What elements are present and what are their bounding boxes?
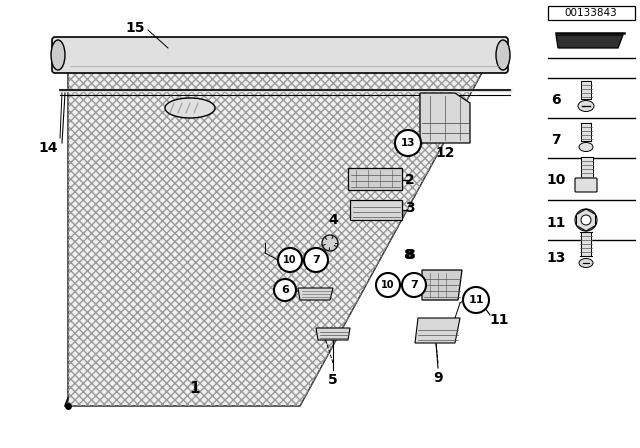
- Ellipse shape: [575, 209, 597, 231]
- FancyBboxPatch shape: [52, 37, 508, 73]
- Text: 7: 7: [410, 280, 418, 290]
- Text: 11: 11: [547, 216, 566, 230]
- Polygon shape: [415, 318, 460, 343]
- FancyBboxPatch shape: [548, 6, 635, 20]
- Text: 8: 8: [403, 248, 413, 262]
- Polygon shape: [68, 58, 490, 406]
- Text: 6: 6: [281, 285, 289, 295]
- Ellipse shape: [496, 40, 510, 70]
- Text: 00133843: 00133843: [564, 8, 618, 18]
- FancyBboxPatch shape: [581, 123, 591, 141]
- Text: 10: 10: [547, 173, 566, 187]
- Text: 1: 1: [189, 380, 200, 396]
- Text: 4: 4: [328, 213, 338, 227]
- FancyBboxPatch shape: [581, 157, 593, 179]
- Text: 2: 2: [405, 173, 415, 187]
- Polygon shape: [556, 35, 623, 48]
- Ellipse shape: [581, 215, 591, 225]
- Polygon shape: [316, 328, 350, 340]
- Text: 10: 10: [284, 255, 297, 265]
- Ellipse shape: [51, 40, 65, 70]
- Text: 10: 10: [381, 280, 395, 290]
- Text: 8: 8: [405, 248, 415, 262]
- Text: 11: 11: [489, 313, 509, 327]
- Circle shape: [376, 273, 400, 297]
- Text: 14: 14: [38, 141, 58, 155]
- Text: 13: 13: [547, 251, 566, 265]
- Ellipse shape: [579, 258, 593, 267]
- Text: 11: 11: [468, 295, 484, 305]
- Polygon shape: [350, 200, 402, 220]
- Ellipse shape: [322, 235, 338, 251]
- FancyBboxPatch shape: [581, 232, 591, 256]
- Polygon shape: [298, 288, 333, 300]
- Circle shape: [304, 248, 328, 272]
- Text: 15: 15: [125, 21, 145, 35]
- Circle shape: [463, 287, 489, 313]
- Text: 5: 5: [328, 373, 338, 387]
- Polygon shape: [348, 168, 402, 190]
- Circle shape: [278, 248, 302, 272]
- FancyBboxPatch shape: [581, 81, 591, 99]
- Polygon shape: [420, 93, 470, 143]
- Text: 13: 13: [401, 138, 415, 148]
- Ellipse shape: [579, 142, 593, 151]
- Circle shape: [395, 130, 421, 156]
- Ellipse shape: [165, 98, 215, 118]
- Text: 7: 7: [551, 133, 561, 147]
- Circle shape: [274, 279, 296, 301]
- Polygon shape: [422, 270, 462, 300]
- Text: 6: 6: [551, 93, 561, 107]
- Text: 7: 7: [312, 255, 320, 265]
- Ellipse shape: [578, 100, 594, 112]
- Text: 9: 9: [433, 371, 443, 385]
- Text: 3: 3: [405, 201, 415, 215]
- FancyBboxPatch shape: [575, 178, 597, 192]
- Text: 12: 12: [435, 146, 455, 160]
- Circle shape: [402, 273, 426, 297]
